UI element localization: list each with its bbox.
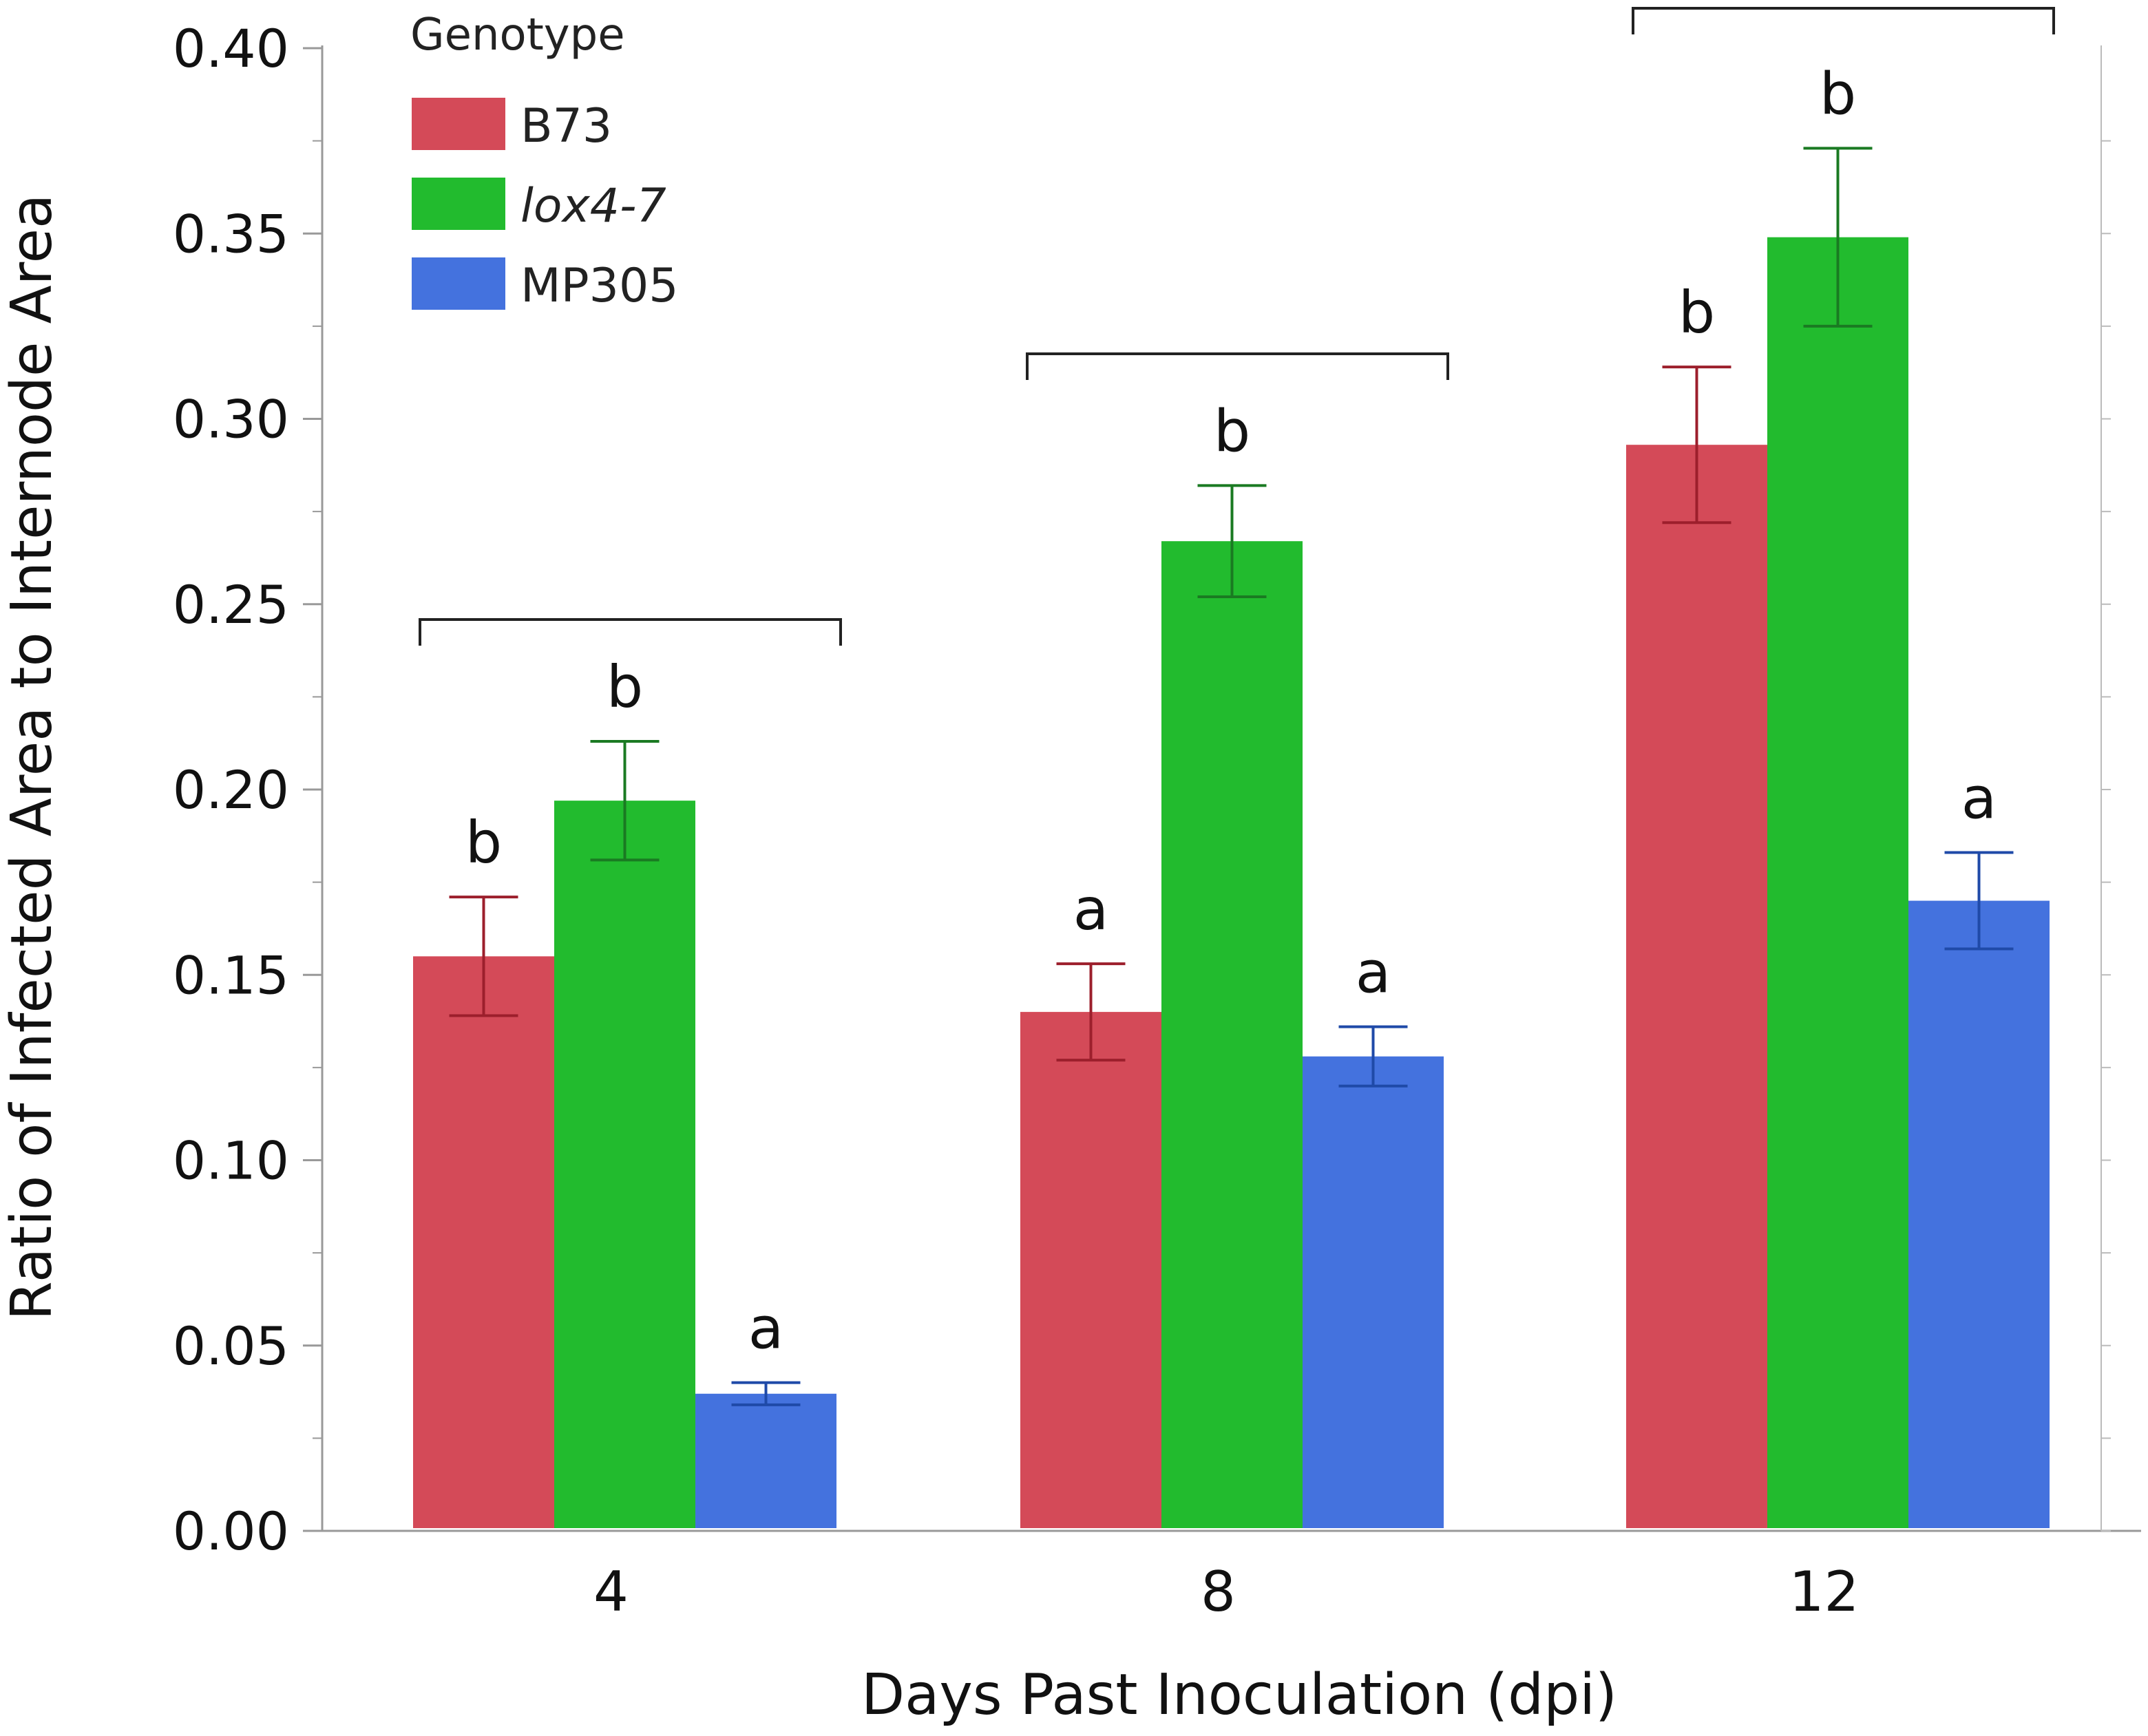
x-tick-label: 4 bbox=[593, 1560, 629, 1624]
bar bbox=[1020, 1012, 1161, 1528]
significance-letter: b bbox=[465, 809, 502, 876]
bars bbox=[413, 237, 2050, 1528]
group-bracket bbox=[419, 618, 842, 646]
significance-letter: a bbox=[1961, 765, 1997, 832]
x-tick-label: 8 bbox=[1201, 1560, 1236, 1624]
legend-swatch bbox=[412, 257, 505, 310]
x-tick-label: 12 bbox=[1789, 1560, 1860, 1624]
y-tick-label: 0.40 bbox=[173, 18, 289, 79]
bar bbox=[554, 801, 695, 1528]
y-tick-label: 0.10 bbox=[173, 1130, 289, 1192]
y-tick-label: 0.05 bbox=[173, 1315, 289, 1377]
legend-swatch bbox=[412, 178, 505, 230]
error-bars bbox=[449, 147, 2014, 1406]
significance-letters: b b a a b a b b a bbox=[465, 60, 1997, 1362]
significance-letter: b bbox=[1678, 279, 1715, 346]
group-brackets bbox=[419, 7, 2055, 646]
legend-label: lox4-7 bbox=[520, 179, 666, 233]
y-axis-title: Ratio of Infected Area to Internode Area bbox=[0, 194, 65, 1321]
significance-letter: a bbox=[748, 1295, 783, 1362]
y-tick-label: 0.15 bbox=[173, 944, 289, 1006]
y-tick-label: 0.35 bbox=[173, 203, 289, 264]
x-axis-title: Days Past Inoculation (dpi) bbox=[861, 1662, 1617, 1728]
bar bbox=[695, 1393, 836, 1528]
legend-title: Genotype bbox=[410, 10, 625, 61]
group-bracket bbox=[1026, 352, 1449, 380]
bar bbox=[1908, 900, 2050, 1528]
significance-letter: b bbox=[1214, 397, 1250, 465]
significance-letter: b bbox=[1820, 60, 1856, 127]
legend-label: B73 bbox=[520, 99, 612, 154]
legend-swatch bbox=[412, 98, 505, 150]
bar bbox=[413, 956, 554, 1528]
y-tick-label: 0.25 bbox=[173, 574, 289, 635]
y-tick-label: 0.30 bbox=[173, 389, 289, 450]
bar bbox=[1767, 237, 1908, 1528]
y-tick-label: 0.00 bbox=[173, 1501, 289, 1562]
y-tick-label: 0.20 bbox=[173, 759, 289, 821]
legend: Genotype B73 lox4-7 MP305 bbox=[410, 10, 678, 313]
legend-label: MP305 bbox=[520, 259, 678, 313]
bar bbox=[1626, 445, 1767, 1528]
significance-letter: a bbox=[1073, 876, 1108, 943]
group-bracket bbox=[1632, 7, 2055, 34]
significance-letter: b bbox=[607, 653, 643, 721]
bar bbox=[1161, 541, 1303, 1528]
axes: 0.00 0.05 0.10 0.15 0.20 0.25 0.30 0.35 0.40 4 8 12 bbox=[173, 18, 2141, 1624]
bar bbox=[1303, 1056, 1444, 1528]
significance-letter: a bbox=[1356, 939, 1391, 1006]
